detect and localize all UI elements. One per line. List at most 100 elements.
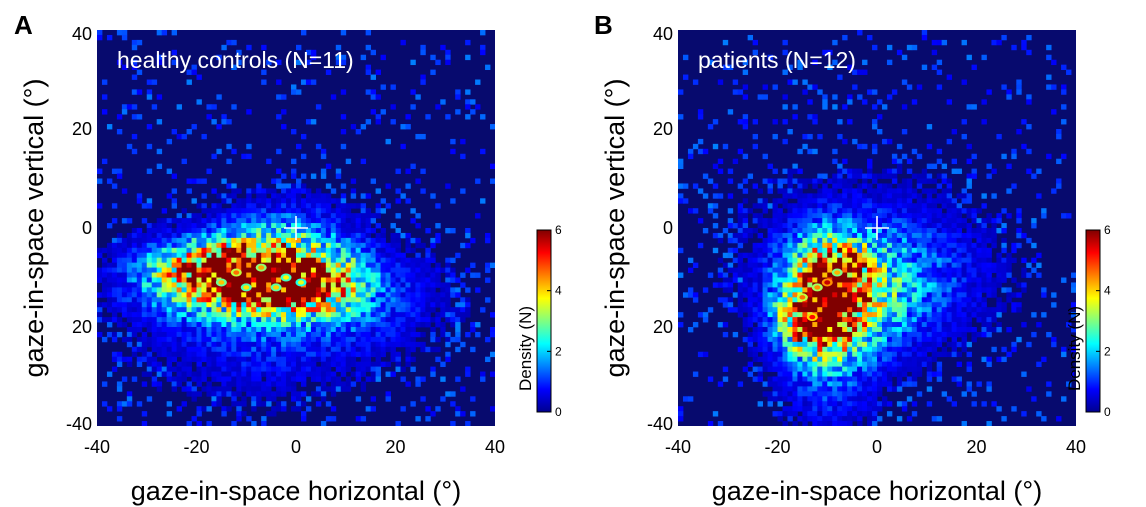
density-cell bbox=[181, 228, 187, 234]
density-cell bbox=[121, 242, 128, 249]
density-cell bbox=[991, 232, 997, 239]
density-cell bbox=[430, 371, 436, 377]
density-cell bbox=[1026, 99, 1032, 105]
density-cell bbox=[1006, 297, 1012, 303]
density-cell bbox=[365, 341, 372, 348]
density-cell bbox=[256, 297, 262, 303]
density-cell bbox=[166, 218, 173, 224]
density-cell bbox=[236, 356, 242, 363]
density-cell bbox=[797, 327, 803, 333]
density-cell bbox=[395, 336, 401, 343]
density-cell bbox=[941, 346, 948, 353]
density-cell bbox=[266, 213, 272, 219]
density-cell bbox=[425, 406, 431, 412]
density-cell bbox=[305, 366, 312, 372]
density-cell bbox=[191, 198, 197, 204]
density-cell bbox=[146, 272, 153, 278]
density-cell bbox=[296, 376, 302, 382]
density-cell bbox=[1066, 213, 1072, 219]
density-cell bbox=[1021, 44, 1027, 51]
density-cell bbox=[310, 322, 317, 328]
density-cell bbox=[310, 193, 317, 199]
density-cell bbox=[480, 376, 486, 382]
density-cell bbox=[276, 376, 282, 382]
density-cell bbox=[782, 272, 788, 278]
density-cell bbox=[191, 371, 197, 377]
density-cell bbox=[767, 302, 773, 308]
density-cell bbox=[966, 277, 972, 283]
density-cell bbox=[191, 287, 197, 293]
density-cell bbox=[121, 30, 128, 36]
density-cell bbox=[281, 376, 287, 382]
density-cell bbox=[350, 327, 357, 333]
density-cell bbox=[415, 331, 421, 338]
density-cell bbox=[365, 406, 372, 412]
density-cell bbox=[345, 223, 352, 229]
density-cell bbox=[231, 183, 237, 189]
density-cell bbox=[325, 341, 332, 348]
density-cell bbox=[141, 262, 148, 268]
density-cell bbox=[405, 356, 411, 363]
density-cell bbox=[842, 262, 848, 268]
density-cell bbox=[286, 247, 292, 254]
density-cell bbox=[852, 138, 858, 145]
density-cell bbox=[385, 277, 391, 283]
density-cell bbox=[191, 228, 197, 234]
density-cell bbox=[236, 307, 242, 313]
density-cell bbox=[216, 54, 222, 61]
density-cell bbox=[971, 282, 977, 288]
density-cell bbox=[976, 277, 982, 283]
density-cell bbox=[186, 317, 192, 323]
density-cell bbox=[767, 54, 773, 61]
density-cell bbox=[196, 228, 202, 234]
density-cell bbox=[286, 208, 292, 214]
density-cell bbox=[852, 297, 858, 303]
density-cell bbox=[807, 336, 813, 343]
density-cell bbox=[365, 193, 372, 199]
density-cell bbox=[281, 198, 287, 204]
density-cell bbox=[906, 287, 913, 293]
density-cell bbox=[97, 168, 103, 174]
density-cell bbox=[737, 346, 744, 353]
density-cell bbox=[390, 247, 396, 254]
density-cell bbox=[891, 237, 898, 244]
density-cell bbox=[176, 218, 182, 224]
panel-letter-b: B bbox=[594, 10, 613, 40]
density-cell bbox=[490, 312, 495, 318]
density-cell bbox=[931, 228, 938, 234]
density-cell bbox=[862, 193, 868, 199]
density-cell bbox=[370, 267, 377, 273]
density-cell bbox=[961, 322, 967, 328]
density-cell bbox=[732, 89, 739, 95]
density-cell bbox=[126, 327, 133, 333]
density-cell bbox=[141, 322, 148, 328]
density-cell bbox=[236, 59, 242, 66]
density-cell bbox=[842, 322, 848, 328]
density-cell bbox=[345, 327, 352, 333]
density-cell bbox=[802, 272, 808, 278]
density-cell bbox=[101, 302, 108, 308]
density-cell bbox=[410, 297, 416, 303]
density-cell bbox=[325, 401, 332, 407]
density-cell bbox=[862, 277, 868, 283]
density-cell bbox=[256, 247, 262, 254]
density-cell bbox=[762, 287, 768, 293]
density-cell bbox=[782, 232, 788, 239]
density-cell bbox=[951, 346, 958, 353]
density-cell bbox=[430, 292, 436, 298]
density-cell bbox=[737, 218, 744, 224]
density-cell bbox=[176, 322, 182, 328]
density-cell bbox=[1061, 104, 1067, 110]
density-cell bbox=[375, 267, 381, 273]
density-cell bbox=[886, 272, 893, 278]
density-cell bbox=[420, 49, 426, 56]
density-cell bbox=[296, 401, 302, 407]
density-cell bbox=[1051, 188, 1057, 194]
density-cell bbox=[310, 302, 317, 308]
density-cell bbox=[757, 257, 763, 264]
density-cell bbox=[380, 341, 386, 348]
density-cell bbox=[236, 391, 242, 397]
density-cell bbox=[792, 232, 798, 239]
density-cell bbox=[181, 356, 187, 363]
density-cell bbox=[201, 351, 207, 358]
